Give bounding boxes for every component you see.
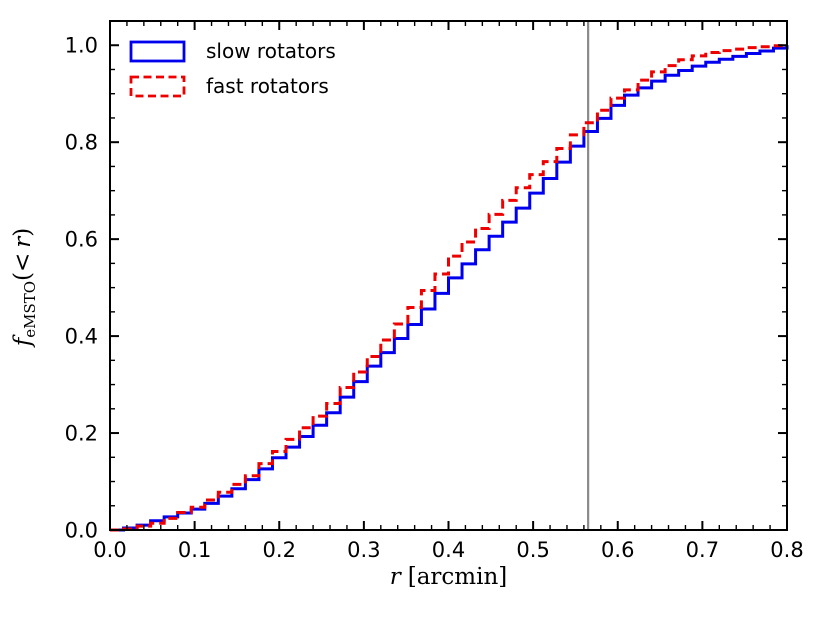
x-tick-label: 0.8 <box>770 538 803 562</box>
y-tick-label: 0.2 <box>65 422 98 446</box>
series-line-slow-rotators <box>110 45 789 532</box>
legend-label: fast rotators <box>206 74 329 98</box>
legend-key-slow-rotators <box>129 40 186 63</box>
series-line-fast-rotators <box>110 44 789 532</box>
x-axis-label-unit: [arcmin] <box>408 564 508 590</box>
y-axis-label-close: ) <box>10 228 36 237</box>
x-axis-label-var: r <box>390 564 403 590</box>
y-tick-label: 0.6 <box>65 228 98 252</box>
x-tick-label: 0.5 <box>516 538 549 562</box>
y-axis-label-var: f <box>10 334 36 348</box>
x-tick-label: 0.2 <box>263 538 296 562</box>
y-tick-label: 1.0 <box>65 34 98 58</box>
x-axis-label: r [arcmin] <box>390 564 508 590</box>
x-tick-label: 0.3 <box>347 538 380 562</box>
legend-key-fast-rotators <box>129 75 186 98</box>
y-tick-label: 0.4 <box>65 325 98 349</box>
x-tick-label: 0.7 <box>686 538 719 562</box>
x-tick-label: 0.6 <box>601 538 634 562</box>
y-axis-label-sub: eMSTO <box>21 281 39 338</box>
x-tick-label: 0.4 <box>432 538 465 562</box>
y-axis-label-arg: r <box>10 235 36 248</box>
y-axis-label-open: (< <box>10 253 36 281</box>
x-tick-label: 0.0 <box>93 538 126 562</box>
x-tick-label: 0.1 <box>178 538 211 562</box>
y-tick-label: 0.8 <box>65 131 98 155</box>
y-axis-label: feMSTO(< r) <box>10 228 39 349</box>
legend-label: slow rotators <box>206 39 336 63</box>
y-tick-label: 0.0 <box>65 519 98 543</box>
